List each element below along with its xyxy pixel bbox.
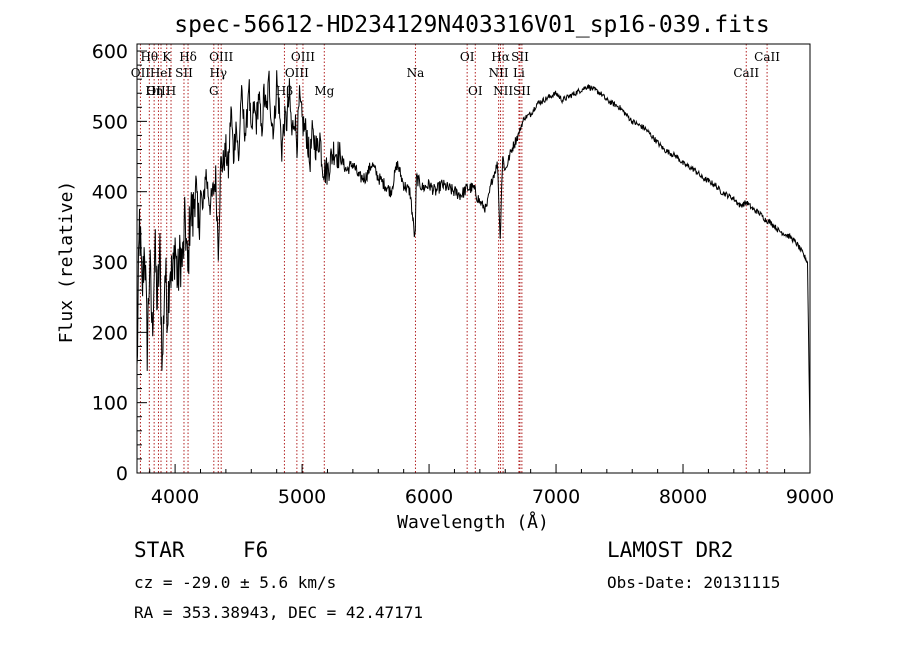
y-tick-label: 100 — [92, 393, 128, 415]
line-marker-label: K — [162, 50, 172, 64]
line-marker-label: HeI — [150, 66, 173, 80]
y-tick-label: 200 — [92, 322, 128, 344]
x-axis: 4000 5000 6000 7000 8000 9000 — [149, 464, 834, 508]
line-marker-label: SII — [511, 50, 529, 64]
coordinates: RA = 353.38943, DEC = 42.47171 — [134, 603, 423, 622]
line-marker-label: H — [166, 84, 176, 98]
emission-line-markers — [139, 44, 768, 473]
x-tick-label: 6000 — [405, 486, 453, 508]
line-marker-label: Hη — [145, 84, 163, 98]
line-marker-label: Na — [407, 66, 425, 80]
line-marker-label: SII — [175, 66, 193, 80]
survey-name: LAMOST DR2 — [607, 538, 734, 562]
line-marker-label: Hθ — [140, 50, 158, 64]
observation-date: Obs-Date: 20131115 — [607, 573, 781, 592]
line-marker-label: NII — [493, 84, 513, 98]
x-axis-label: Wavelength (Å) — [397, 511, 549, 533]
line-marker-label: CaII — [733, 66, 759, 80]
line-marker-label: Hγ — [209, 66, 227, 80]
x-tick-label: 4000 — [151, 486, 199, 508]
line-marker-label: OIII — [209, 50, 233, 64]
x-tick-label: 5000 — [278, 486, 326, 508]
y-tick-label: 600 — [92, 41, 128, 63]
spectral-subclass: F6 — [243, 538, 269, 562]
line-marker-label: Li — [513, 66, 525, 80]
line-marker-label: OIII — [146, 84, 170, 98]
y-tick-label: 0 — [116, 463, 128, 485]
plot-frame — [136, 43, 811, 474]
y-tick-label: 300 — [92, 252, 128, 274]
x-tick-label: 8000 — [659, 486, 707, 508]
y-tick-label: 500 — [92, 111, 128, 133]
line-marker-label: OI — [468, 84, 483, 98]
y-axis: 0 100 200 300 400 500 600 — [92, 41, 147, 485]
x-tick-label: 9000 — [786, 486, 834, 508]
y-axis-label: Flux (relative) — [56, 181, 77, 344]
spectrum-series-line — [136, 70, 811, 439]
line-marker-label: OI — [460, 50, 475, 64]
x-tick-label: 7000 — [532, 486, 580, 508]
line-marker-label: OIII — [285, 66, 309, 80]
line-marker-label: OII — [131, 66, 151, 80]
object-type: STAR — [134, 538, 185, 562]
line-marker-label: NII — [489, 66, 509, 80]
spectrum-chart: spec-56612-HD234129N403316V01_sp16-039.f… — [56, 12, 834, 533]
line-marker-label: SII — [513, 84, 531, 98]
y-tick-label: 400 — [92, 182, 128, 204]
line-marker-label: Hα — [491, 50, 510, 64]
chart-title: spec-56612-HD234129N403316V01_sp16-039.f… — [174, 12, 769, 38]
redshift-velocity: cz = -29.0 ± 5.6 km/s — [134, 573, 337, 592]
line-marker-label: Hδ — [179, 50, 197, 64]
line-marker-label: G — [209, 84, 219, 98]
line-marker-label: CaII — [754, 50, 780, 64]
line-marker-label: Mg — [314, 84, 334, 98]
line-marker-label: OIII — [291, 50, 315, 64]
